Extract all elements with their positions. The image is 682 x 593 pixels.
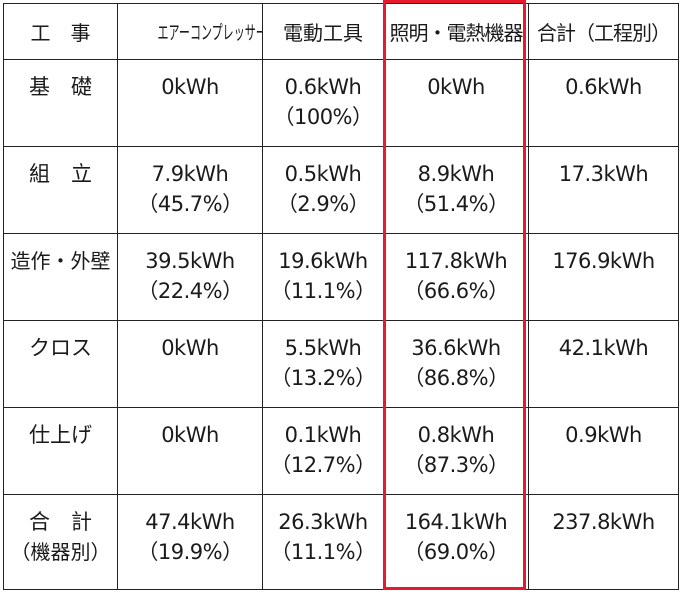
cell-compressor: 0kWh <box>117 59 263 147</box>
row-label: 仕上げ <box>3 407 118 495</box>
header-lighting-heating: 照明・電熱機器 <box>383 3 529 60</box>
cell-total: 17.3kWh <box>528 146 679 234</box>
cell-power-tools: 0.6kWh （100%） <box>262 59 384 147</box>
table-row: 基 礎 0kWh 0.6kWh （100%） 0kWh 0.6kWh <box>3 59 679 147</box>
header-process: 工 事 <box>3 3 118 60</box>
cell-total: 42.1kWh <box>528 320 679 408</box>
cell-compressor: 39.5kWh （22.4%） <box>117 233 263 321</box>
header-total-by-process: 合計（工程別） <box>528 3 679 60</box>
cell-total: 0.6kWh <box>528 59 679 147</box>
table-header-row: 工 事 エアーコンプレッサー 電動工具 照明・電熱機器 合計（工程別） <box>3 3 679 60</box>
row-label: 造作・外壁 <box>3 233 118 321</box>
energy-usage-table: 工 事 エアーコンプレッサー 電動工具 照明・電熱機器 合計（工程別） 基 礎 … <box>3 3 679 590</box>
cell-lighting: 36.6kWh （86.8%） <box>383 320 529 408</box>
cell-lighting: 0kWh <box>383 59 529 147</box>
table-row: 仕上げ 0kWh 0.1kWh （12.7%） 0.8kWh （87.3%） 0.9… <box>3 407 679 495</box>
cell-compressor: 47.4kWh （19.9%） <box>117 494 263 590</box>
header-power-tools: 電動工具 <box>262 3 384 60</box>
table-row: 造作・外壁 39.5kWh （22.4%） 19.6kWh （11.1%） 117.… <box>3 233 679 321</box>
cell-total: 176.9kWh <box>528 233 679 321</box>
cell-lighting: 117.8kWh （66.6%） <box>383 233 529 321</box>
cell-lighting: 164.1kWh （69.0%） <box>383 494 529 590</box>
cell-power-tools: 0.5kWh （2.9%） <box>262 146 384 234</box>
cell-lighting: 0.8kWh （87.3%） <box>383 407 529 495</box>
row-label: クロス <box>3 320 118 408</box>
cell-power-tools: 19.6kWh （11.1%） <box>262 233 384 321</box>
row-label: 合 計（機器別） <box>3 494 118 590</box>
table-row-total: 合 計（機器別） 47.4kWh （19.9%） 26.3kWh （11.1%） 1… <box>3 494 679 590</box>
cell-total: 0.9kWh <box>528 407 679 495</box>
row-label: 組 立 <box>3 146 118 234</box>
table-row: クロス 0kWh 5.5kWh （13.2%） 36.6kWh （86.8%） 42… <box>3 320 679 408</box>
row-label: 基 礎 <box>3 59 118 147</box>
cell-power-tools: 0.1kWh （12.7%） <box>262 407 384 495</box>
table-row: 組 立 7.9kWh （45.7%） 0.5kWh （2.9%） 8.9kWh （51… <box>3 146 679 234</box>
header-compressor: エアーコンプレッサー <box>117 3 263 60</box>
cell-total: 237.8kWh <box>528 494 679 590</box>
cell-compressor: 0kWh <box>117 407 263 495</box>
cell-compressor: 7.9kWh （45.7%） <box>117 146 263 234</box>
cell-power-tools: 5.5kWh （13.2%） <box>262 320 384 408</box>
cell-lighting: 8.9kWh （51.4%） <box>383 146 529 234</box>
cell-compressor: 0kWh <box>117 320 263 408</box>
cell-power-tools: 26.3kWh （11.1%） <box>262 494 384 590</box>
